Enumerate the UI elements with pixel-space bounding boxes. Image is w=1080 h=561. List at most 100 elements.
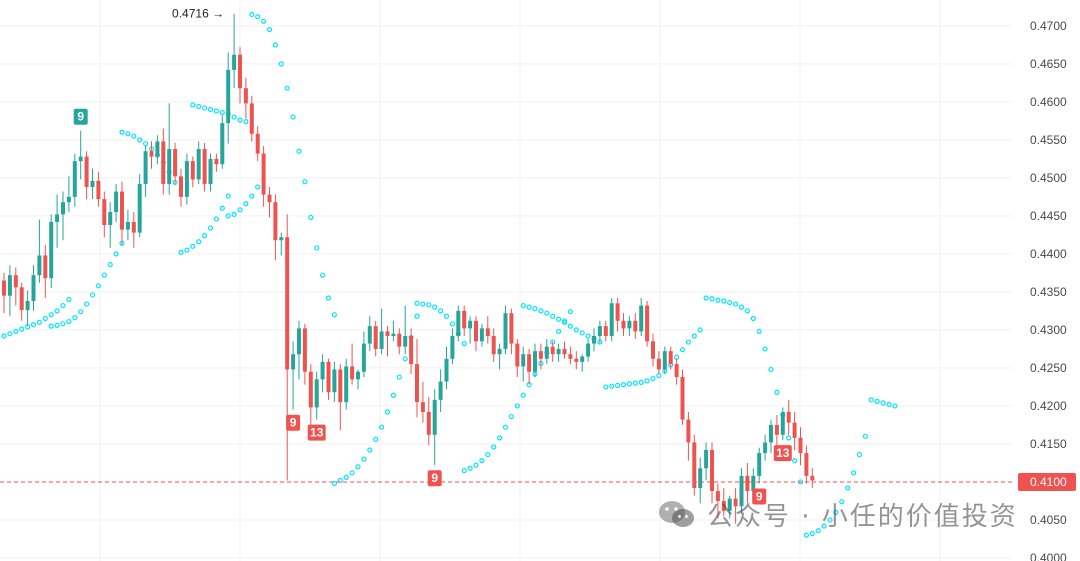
sar-dot	[727, 299, 733, 306]
watermark: 公众号 · 小任的价值投资	[657, 496, 1018, 533]
candle	[556, 343, 561, 362]
candle-body	[155, 141, 160, 157]
watermark-text: 公众号 · 小任的价值投资	[707, 502, 1018, 532]
candle-body	[656, 358, 661, 370]
count-badge: 13	[773, 445, 792, 462]
candle	[285, 214, 290, 481]
candle-body	[627, 320, 632, 329]
count-badge-box	[307, 424, 326, 441]
candle	[167, 103, 172, 195]
sar-dot	[202, 105, 208, 111]
candle	[72, 153, 77, 207]
candle	[491, 328, 496, 362]
candle	[379, 308, 384, 355]
y-tick-label: 0.4200	[1030, 399, 1067, 413]
candle	[397, 328, 402, 355]
count-badge-label: 9	[290, 416, 297, 430]
candle	[131, 212, 136, 248]
candle-body	[432, 399, 437, 435]
sar-dot	[862, 433, 869, 439]
sar-dot	[219, 205, 225, 211]
candle-body	[179, 176, 183, 197]
candle-body	[503, 313, 508, 349]
wechat-icon	[659, 500, 694, 527]
candle	[763, 434, 768, 461]
y-tick-label: 0.4350	[1030, 285, 1067, 299]
candle-body	[243, 88, 248, 104]
candle	[462, 305, 467, 336]
candle-body	[267, 194, 272, 203]
sar-dot	[89, 292, 96, 298]
candle-body	[37, 255, 42, 276]
sar-dot	[213, 108, 219, 114]
candle-body	[385, 331, 390, 336]
candle-body	[633, 320, 638, 332]
candle	[474, 316, 478, 352]
grid-lines	[0, 0, 1012, 561]
candle-body	[521, 354, 526, 367]
candle	[243, 77, 248, 119]
sar-dot	[290, 114, 296, 120]
candle-body	[733, 498, 738, 507]
sar-dot	[320, 272, 326, 278]
sar-dot	[355, 464, 361, 470]
candle-body	[444, 358, 449, 382]
candle-body	[420, 402, 425, 413]
sar-dot	[874, 398, 880, 404]
candle-body	[49, 221, 54, 279]
candle	[409, 328, 414, 374]
candle-body	[184, 161, 189, 197]
candle	[597, 320, 602, 344]
sar-dot	[850, 470, 857, 476]
candle-body	[291, 354, 296, 370]
candle	[2, 272, 6, 314]
sar-dot	[19, 326, 25, 332]
candle-body	[538, 351, 543, 359]
count-badge-box	[752, 488, 767, 505]
sar-dot	[66, 296, 72, 303]
candle-body	[338, 369, 343, 403]
candle	[468, 316, 473, 344]
candle	[745, 462, 750, 504]
sar-dot	[249, 193, 255, 199]
sar-dot	[449, 321, 455, 327]
sar-dot	[143, 141, 149, 147]
sar-dot	[656, 372, 662, 379]
sar-dot	[243, 201, 249, 207]
sar-dot	[815, 527, 821, 534]
candle	[61, 191, 65, 241]
candle-body	[196, 148, 201, 180]
sar-dot	[325, 295, 332, 301]
sar-dot	[249, 11, 255, 18]
sar-dot	[420, 301, 426, 307]
candle	[432, 389, 437, 466]
candle-body	[438, 381, 443, 400]
candle	[792, 412, 797, 451]
candle	[391, 320, 396, 342]
candle	[710, 442, 714, 504]
candle-body	[674, 364, 679, 378]
sar-dot	[314, 245, 320, 251]
candle	[603, 320, 608, 342]
sar-dot	[42, 315, 48, 322]
sar-dot	[809, 531, 815, 537]
candle	[727, 495, 732, 519]
candle-body	[72, 161, 77, 197]
candle-body	[108, 212, 113, 226]
candle	[627, 316, 632, 336]
candle	[686, 412, 691, 461]
sar-dot	[550, 313, 556, 319]
candle-body	[586, 343, 591, 357]
sar-dot	[207, 225, 214, 231]
candle	[25, 290, 30, 327]
sar-dot	[219, 109, 225, 116]
sar-dot	[261, 18, 267, 24]
candle-body	[102, 199, 107, 226]
candle-body	[373, 326, 378, 349]
sar-dot	[343, 474, 349, 480]
candle-body	[356, 371, 360, 380]
candle	[715, 483, 720, 519]
sar-dot	[390, 392, 396, 398]
sar-dot	[255, 14, 261, 20]
